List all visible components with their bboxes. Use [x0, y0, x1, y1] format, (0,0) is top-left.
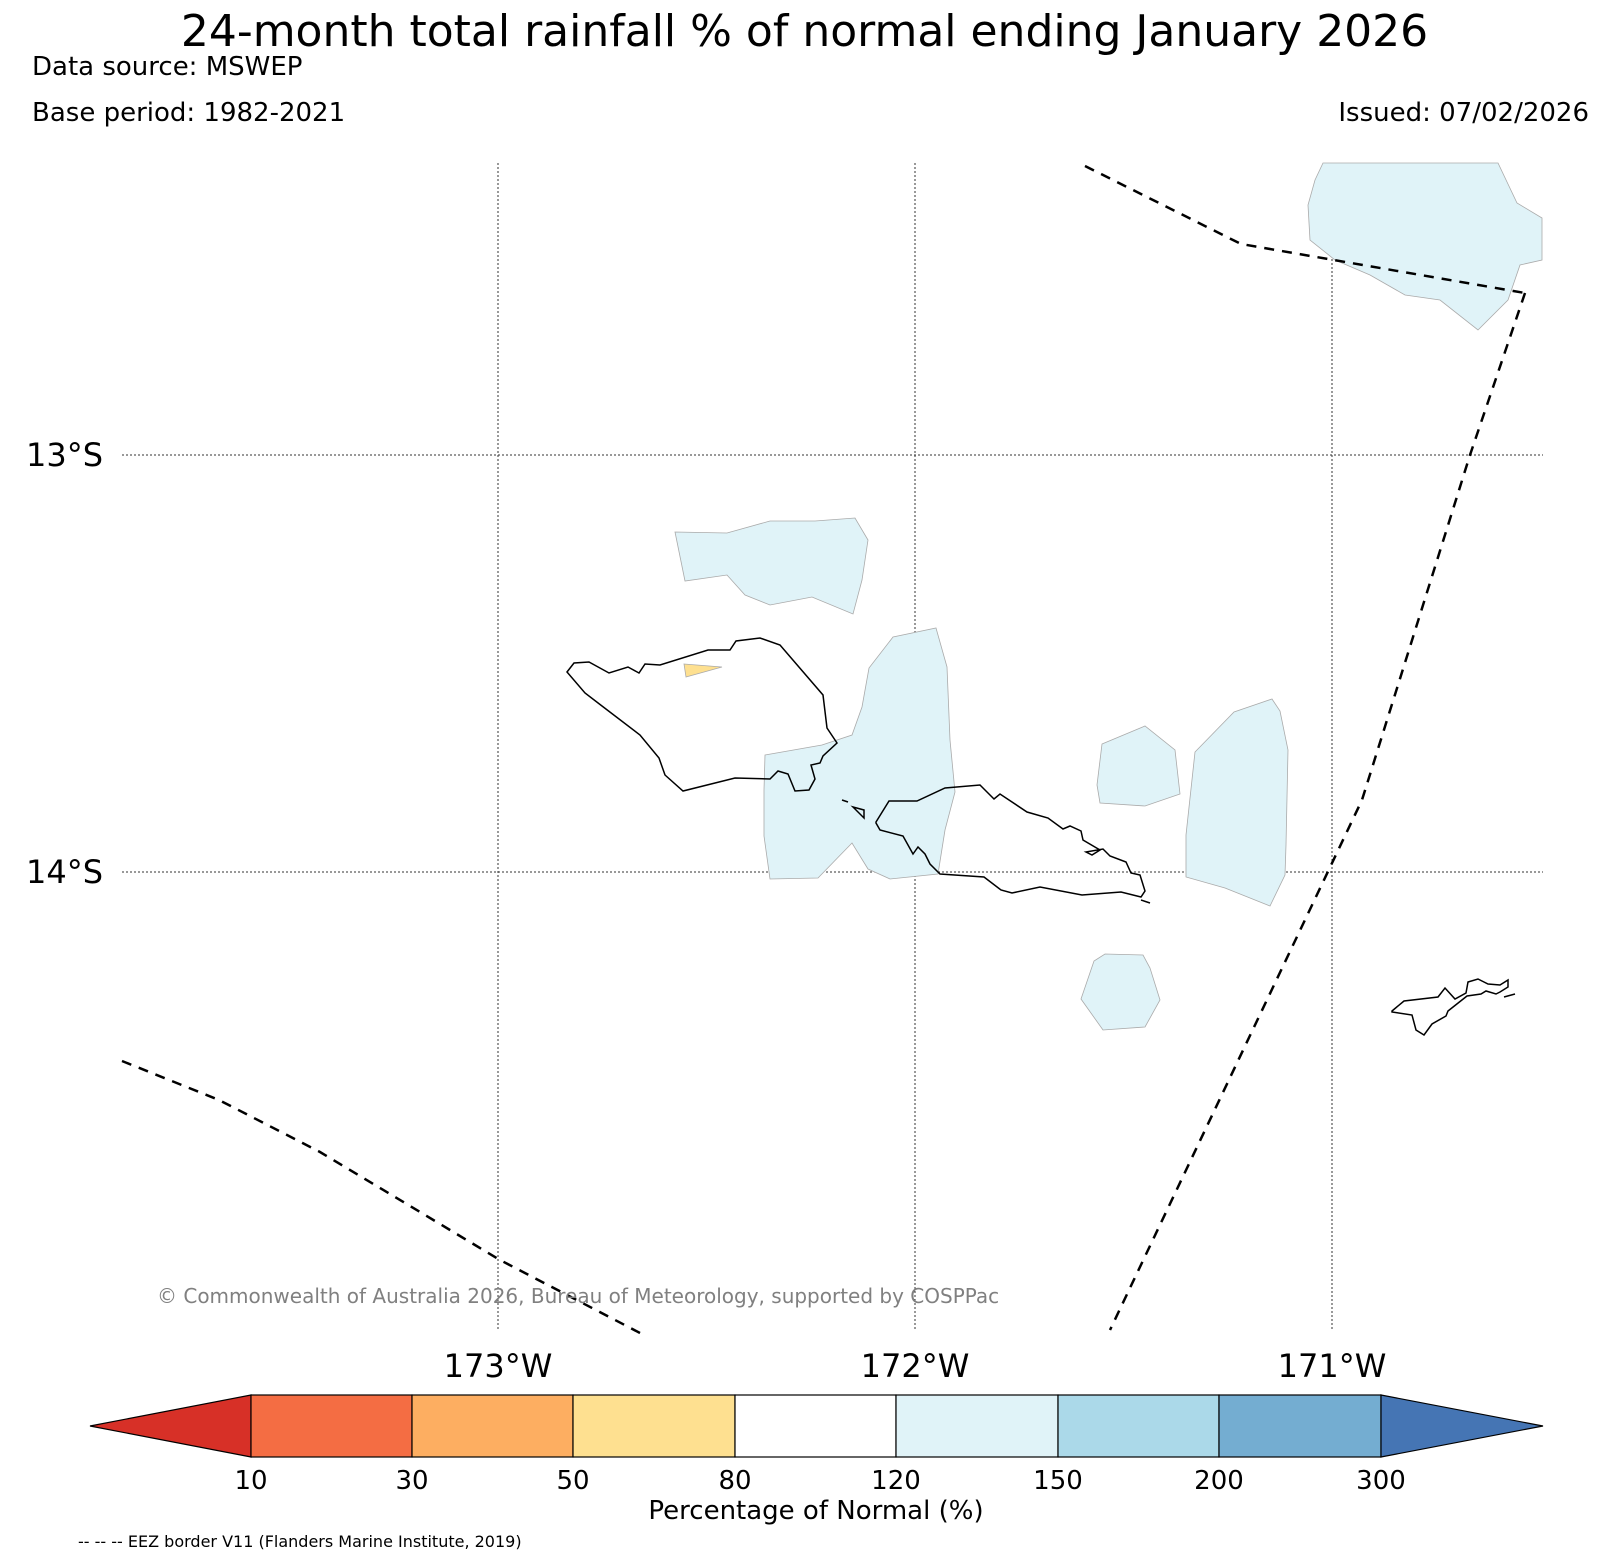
colorbar-tick: 300 — [1356, 1466, 1406, 1496]
issued-date-label: Issued: 07/02/2026 — [1338, 98, 1589, 128]
rainfall-regions — [674, 162, 1543, 1031]
eez-border-east — [1108, 292, 1527, 1331]
tutuila-coastline — [1391, 978, 1509, 1037]
islet-dash — [841, 799, 849, 803]
colorbar-bin-10-30 — [250, 1394, 413, 1458]
colorbar-tick: 80 — [718, 1466, 751, 1496]
colorbar-bin-200-300 — [1218, 1394, 1382, 1458]
colorbar-tick: 120 — [871, 1466, 921, 1496]
colorbar-title: Percentage of Normal (%) — [648, 1496, 983, 1526]
colorbar-tick: 30 — [395, 1466, 428, 1496]
colorbar-bin-120-150 — [895, 1394, 1059, 1458]
gridlines — [122, 163, 1543, 1330]
colorbar-bin-80-120 — [734, 1394, 897, 1458]
eez-border-north — [1084, 164, 1526, 295]
colorbar-tick: 150 — [1033, 1466, 1083, 1496]
colorbar-tick: 200 — [1194, 1466, 1244, 1496]
region-east-small — [1096, 725, 1181, 807]
eez-border-west — [121, 1059, 641, 1335]
region-east-large — [1185, 698, 1289, 907]
colorbar-extend-high — [1380, 1394, 1544, 1458]
coastlines — [566, 637, 1516, 1037]
lon-label-172w: 172°W — [861, 1347, 970, 1385]
colorbar-tick: 10 — [234, 1466, 267, 1496]
colorbar-tick: 50 — [556, 1466, 589, 1496]
eez-borders — [121, 164, 1527, 1335]
axis-labels: 13°S 14°S 173°W 172°W 171°W — [26, 436, 1386, 1385]
region-central — [763, 627, 956, 880]
colorbar-bin-50-80 — [572, 1394, 736, 1458]
colorbar-bin-150-200 — [1057, 1394, 1220, 1458]
copyright-text: © Commonwealth of Australia 2026, Bureau… — [157, 1284, 999, 1308]
lon-label-173w: 173°W — [444, 1347, 553, 1385]
region-north-savaii — [674, 517, 869, 615]
eez-border-note: -- -- -- EEZ border V11 (Flanders Marine… — [78, 1532, 522, 1551]
savaii-coastline — [566, 637, 838, 792]
data-source-label: Data source: MSWEP — [32, 52, 303, 82]
upolu-tail — [1140, 899, 1151, 904]
map-title: 24-month total rainfall % of normal endi… — [180, 6, 1429, 57]
tutuila-tail — [1503, 993, 1516, 998]
small-islet — [850, 805, 865, 820]
colorbar-bin-30-50 — [411, 1394, 574, 1458]
colorbar-extend-low — [89, 1394, 252, 1458]
base-period-label: Base period: 1982-2021 — [32, 98, 346, 128]
lat-label-13s: 13°S — [26, 436, 103, 474]
region-dry-patch — [683, 663, 723, 678]
upolu-coastline — [875, 784, 1146, 898]
colorbar — [89, 1394, 1544, 1458]
lat-label-14s: 14°S — [26, 853, 103, 891]
lon-label-171w: 171°W — [1278, 1347, 1387, 1385]
region-north-east — [1307, 162, 1543, 331]
region-south — [1080, 953, 1161, 1031]
colorbar-ticks: 10 30 50 80 120 150 200 300 — [234, 1466, 1405, 1496]
